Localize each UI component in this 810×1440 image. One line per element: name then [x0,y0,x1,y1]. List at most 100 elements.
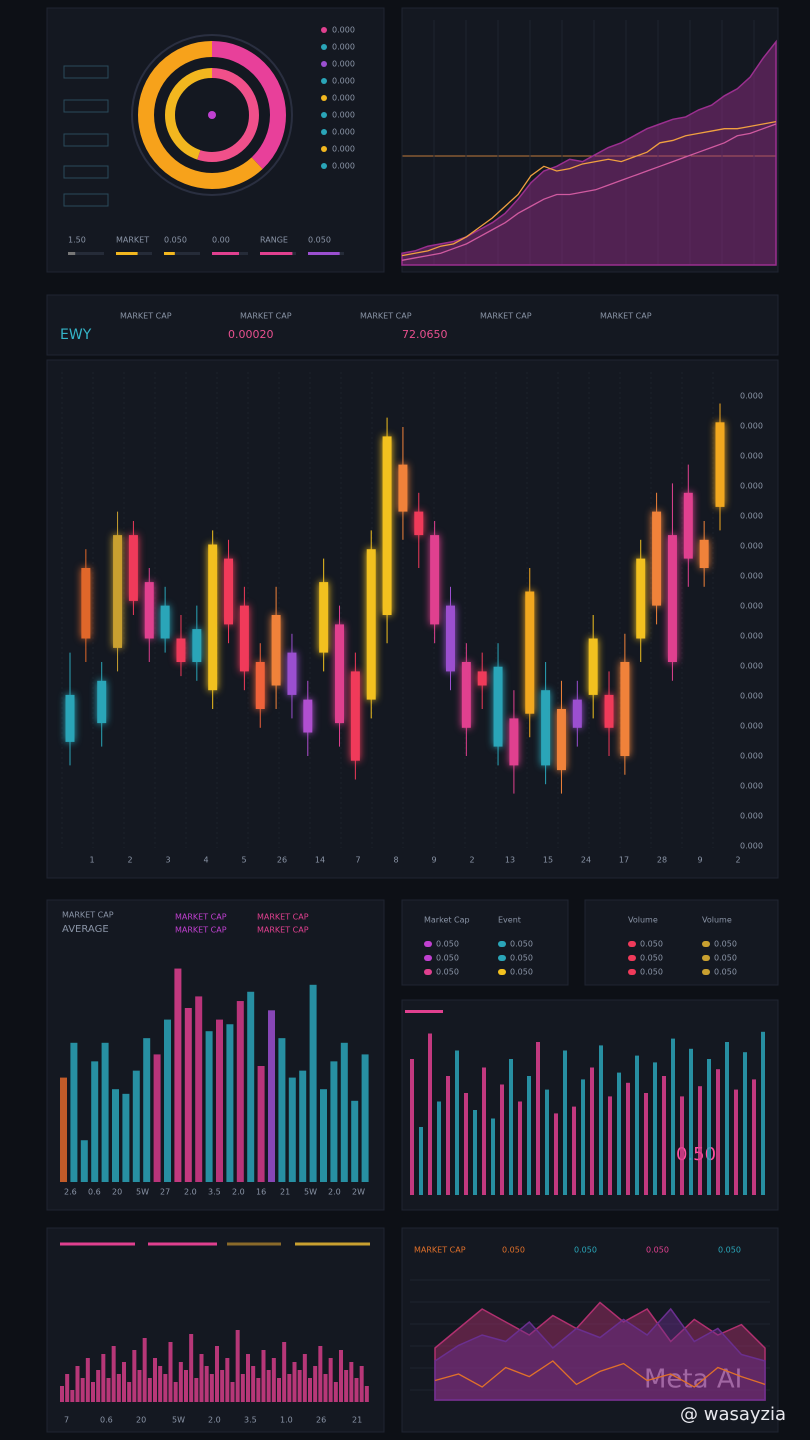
badge: 0.50 [676,1144,716,1165]
wave-bar [328,1358,333,1402]
wave-bar [364,1386,369,1402]
progress-bar [260,252,293,255]
legend-header: Volume [628,916,658,925]
bar [205,1031,213,1182]
bar [491,1118,495,1195]
price: 0.00020 [228,328,274,341]
area [434,1307,766,1401]
legend-header: Event [498,916,521,925]
wave-bar [344,1370,349,1402]
progress-bar [68,252,76,255]
header-label: MARKET CAP [360,312,412,321]
donut-frame [131,34,293,196]
candle-body [509,718,519,766]
side-buttons [63,65,109,207]
wave-bar [256,1378,261,1402]
header-label: MARKET CAP [480,312,532,321]
legend-label: 0.000 [332,77,355,86]
wave-bar [189,1334,194,1402]
bar [482,1067,486,1195]
legend-label: MARKET CAP [257,913,309,922]
legend-swatch [424,941,432,947]
bar [174,968,182,1182]
legend-swatch [424,969,432,975]
bar [563,1050,567,1195]
donut-segment [138,41,286,189]
candle-body [319,582,329,653]
header-label: MARKET CAP [600,312,652,321]
x-tick-label: 0.6 [88,1188,101,1197]
candle-body [461,662,471,728]
y-tick-label: 0.000 [740,632,763,641]
x-tick-label: 5W [172,1416,185,1425]
wave-bar [184,1370,188,1402]
legend-dot [321,95,327,101]
wave-bar [313,1366,318,1402]
x-tick-label: 2 [469,856,474,865]
x-tick-label: 2W [352,1188,365,1197]
wave-bar [106,1378,111,1402]
legend-dot [321,27,327,33]
x-tick-label: 26 [277,856,287,865]
legend-dot [321,163,327,169]
bar [581,1079,585,1195]
candle-body [176,638,186,662]
legend-swatch [702,955,710,961]
legend-swatch [498,941,506,947]
bar [153,1054,161,1182]
wave-bar [209,1374,214,1402]
change: 72.0650 [402,328,448,341]
wave-bar [163,1374,168,1402]
candle-body [667,535,677,662]
legend-swatch [498,955,506,961]
candle-body [477,671,487,686]
progress-bar [308,252,340,255]
x-tick-label: 15 [543,856,553,865]
wave-bar [230,1382,235,1402]
bar [743,1052,747,1195]
legend-swatch [628,941,636,947]
legend-label: 0.000 [332,94,355,103]
x-tick-label: 3.5 [244,1416,257,1425]
x-tick-label: 5W [304,1188,317,1197]
candle-body [113,535,123,648]
y-tick-label: 0.000 [740,662,763,671]
candle-body [652,511,662,606]
y-tick-label: 0.000 [740,782,763,791]
wave-bar [153,1358,157,1402]
y-tick-label: 0.000 [740,542,763,551]
wave-bar [287,1374,292,1402]
legend-label: MARKET CAP [175,913,227,922]
wave-bar [246,1354,250,1402]
bar [60,1077,67,1182]
bar [464,1093,468,1195]
tag: 0.050 [574,1246,597,1255]
x-tick-label: 14 [315,856,325,865]
legend-label: 0.050 [640,954,663,963]
bar [320,1089,327,1182]
bar [716,1069,720,1195]
bar [734,1089,738,1195]
bar [122,1093,130,1182]
wave-bar [359,1366,364,1402]
wave-bar [215,1346,219,1402]
x-tick-label: 28 [657,856,667,865]
x-tick-label: 3.5 [208,1188,221,1197]
bar [626,1082,630,1195]
progress-bar [212,252,239,255]
legend-label: 0.000 [332,26,355,35]
wave-bar [251,1366,256,1402]
legend-label: 0.000 [332,43,355,52]
bar [428,1033,432,1195]
wave-bar [292,1362,297,1402]
bar [216,1019,223,1182]
wave-bar [85,1358,90,1402]
y-tick-label: 0.000 [740,572,763,581]
legend-header: Volume [702,916,732,925]
wave-bar [168,1342,173,1402]
candle-body [81,568,91,639]
y-tick-label: 0.000 [740,752,763,761]
x-tick-label: 21 [352,1416,362,1425]
legend-swatch [628,969,636,975]
candle-body [414,511,424,536]
